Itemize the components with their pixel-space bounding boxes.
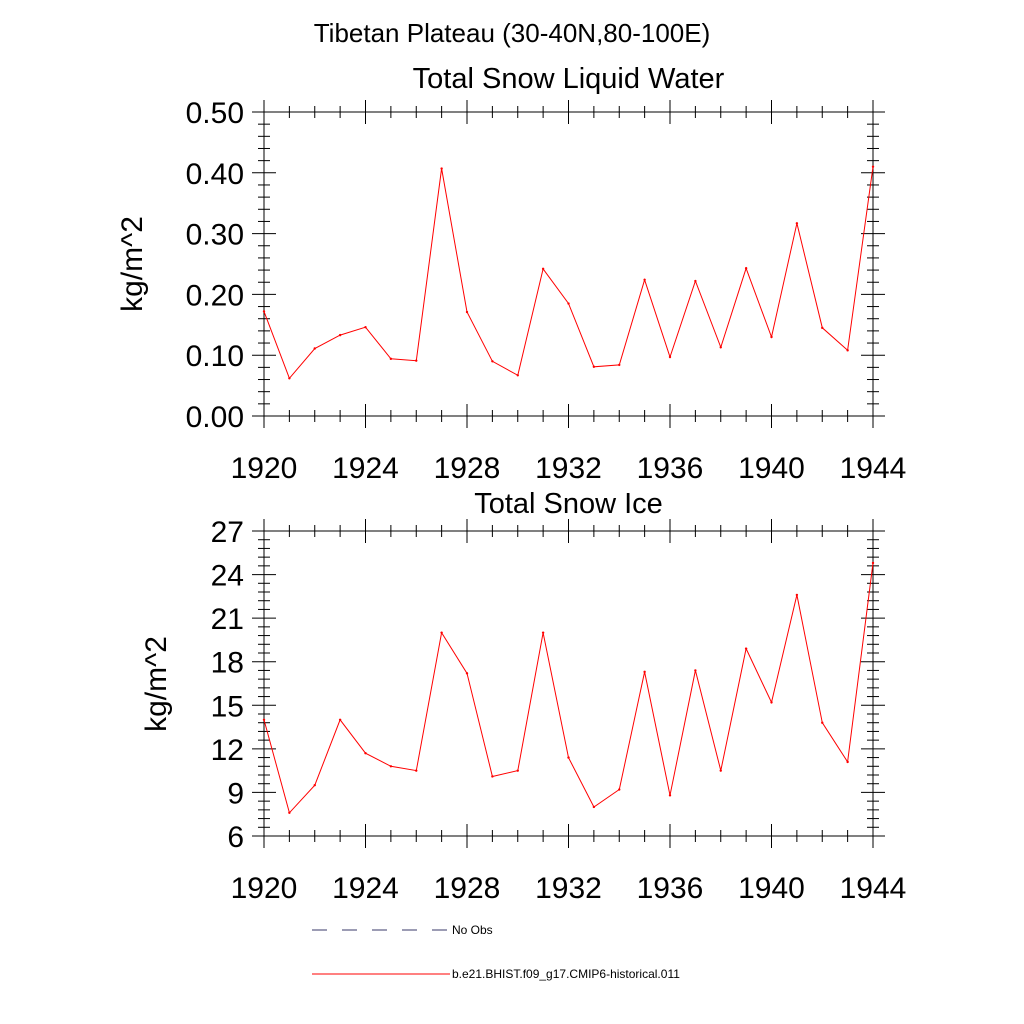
data-point [770,701,773,704]
data-point [846,349,849,352]
y-tick-label: 15 [211,690,244,723]
y-tick-label: 18 [211,647,244,680]
y-tick-label: 12 [211,734,244,767]
data-point [364,752,367,755]
y-tick-label: 6 [227,821,244,854]
data-point [846,760,849,764]
x-tick-label: 1944 [840,872,907,905]
chart-panel-snow-liquid-water: Total Snow Liquid Water kg/m^2 0.00 0.10 0.2… [116,63,906,485]
data-point [871,165,875,168]
data-point [516,769,519,772]
y-tick-label: 0.20 [186,279,244,312]
data-point [313,347,316,350]
data-point [668,355,672,359]
plot-frame [263,111,874,417]
data-point [719,769,722,772]
data-point [338,333,342,337]
chart-title: Total Snow Ice [474,488,663,520]
y-tick-label: 27 [211,516,244,549]
x-tick-label: 1920 [231,452,298,485]
data-point [567,302,570,305]
y-tick-label: 0.50 [186,97,244,130]
data-point [516,374,519,377]
data-point [643,278,646,282]
data-point [618,363,621,367]
x-tick-label: 1920 [231,872,298,905]
x-tick-label: 1928 [434,872,501,905]
data-point [262,718,266,722]
data-point [668,794,672,797]
series-line [263,166,874,380]
x-tick-label: 1944 [840,452,907,485]
data-point [694,669,697,672]
y-tick-label: 21 [211,603,244,636]
series-line [263,562,874,814]
data-point [288,811,291,814]
y-axis-label: kg/m^2 [140,636,173,732]
data-point [415,359,418,362]
legend-label-no-obs: No Obs [452,923,493,937]
data-point [618,788,621,791]
y-tick-label: 0.00 [186,401,244,434]
x-tick-label: 1940 [738,872,805,905]
data-point [465,310,469,314]
data-point [364,326,367,329]
y-tick-label: 0.10 [186,340,244,373]
data-point [567,756,570,759]
data-point [744,647,748,650]
data-point [541,267,545,271]
data-point [541,631,545,634]
data-point [262,310,266,313]
y-tick-label: 0.30 [186,219,244,252]
data-point [440,631,443,634]
data-point [643,670,646,674]
data-point [313,783,316,787]
y-axis-label: kg/m^2 [116,216,149,312]
x-tick-label: 1924 [332,872,399,905]
y-tick-label: 24 [211,560,244,593]
x-tick-label: 1932 [535,452,602,485]
data-point [592,365,596,368]
chart-panel-snow-ice: Total Snow Ice kg/m^2 6 9 12 15 18 21 24 27 1920 19… [140,488,906,905]
chart-title: Total Snow Liquid Water [413,63,725,95]
x-tick-label: 1928 [434,452,501,485]
data-point [389,765,393,768]
x-tick-label: 1940 [738,452,805,485]
y-tick-label: 0.40 [186,158,244,191]
legend: No Obs b.e21.BHIST.f09_g17.CMIP6-histori… [312,923,680,981]
x-tick-label: 1936 [637,872,704,905]
data-point [795,222,799,225]
data-point [821,326,824,330]
data-point [871,561,875,565]
data-point [694,279,697,283]
figure-suptitle: Tibetan Plateau (30-40N,80-100E) [314,18,711,48]
data-point [744,267,748,270]
data-point [719,346,722,349]
data-point [795,593,799,597]
legend-label-historical: b.e21.BHIST.f09_g17.CMIP6-historical.011 [452,967,680,981]
data-point [465,672,469,675]
data-point [415,769,418,772]
x-tick-label: 1936 [637,452,704,485]
data-point [770,335,773,339]
x-tick-label: 1924 [332,452,399,485]
data-point [338,718,342,722]
data-point [389,357,393,361]
data-point [821,721,824,724]
x-tick-label: 1932 [535,872,602,905]
data-point [592,805,596,809]
data-point [288,377,291,380]
plot-frame [263,530,874,837]
data-point [491,775,494,778]
y-tick-label: 9 [227,777,244,810]
data-point [491,360,494,363]
data-point [440,167,443,170]
